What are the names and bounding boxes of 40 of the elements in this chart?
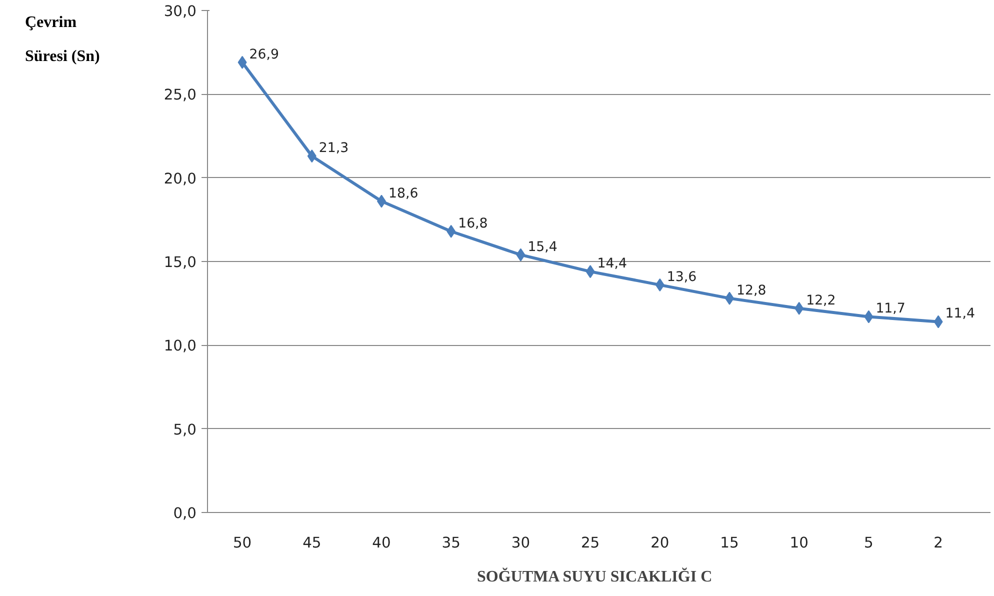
data-label: 16,8 (458, 216, 488, 232)
data-label: 11,7 (876, 302, 906, 317)
data-label: 18,6 (388, 186, 418, 202)
point (516, 248, 526, 262)
data-label: 21,3 (318, 141, 349, 156)
x-axis-title: SOĞUTMA SUYU SICAKLIĞI C (476, 568, 712, 586)
data-label: 26,9 (249, 47, 279, 62)
x-tick-label: 40 (372, 534, 391, 552)
data-label: 12,8 (736, 283, 766, 298)
data-label: 11,4 (945, 306, 975, 322)
x-tick-label: 35 (442, 534, 460, 552)
point (238, 56, 247, 69)
y-tick-label: 20,0 (164, 170, 197, 188)
point (655, 278, 664, 292)
point (586, 265, 595, 278)
data-label: 13,6 (666, 270, 697, 285)
x-tick-label: 30 (511, 534, 530, 552)
y-tick-label: 5,0 (173, 421, 197, 438)
x-tick-label: 5 (864, 534, 874, 552)
x-tick-label: 25 (580, 534, 600, 552)
data-label: 12,2 (806, 293, 836, 308)
x-tick-label: 10 (790, 534, 808, 552)
y-tick-label: 10,0 (164, 338, 197, 355)
x-tick-label: 20 (650, 534, 670, 552)
point (794, 302, 804, 315)
y-tick-label: 15,0 (164, 254, 197, 271)
x-tick-label: 15 (720, 534, 739, 552)
x-tick-label: 2 (934, 534, 943, 552)
x-tick-label: 50 (232, 534, 252, 552)
y-axis-title: Çevrim Süresi (Sn) (25, 13, 100, 67)
point (864, 310, 874, 324)
y-tick-label: 0,0 (173, 505, 197, 522)
point (446, 224, 456, 238)
y-tick-label: 30,0 (164, 3, 197, 20)
data-label: 14,4 (597, 256, 627, 272)
x-tick-label: 45 (302, 534, 322, 552)
point (934, 315, 943, 328)
y-tick-label: 25,0 (164, 86, 197, 104)
data-label: 15,4 (528, 240, 558, 255)
point (307, 150, 316, 163)
